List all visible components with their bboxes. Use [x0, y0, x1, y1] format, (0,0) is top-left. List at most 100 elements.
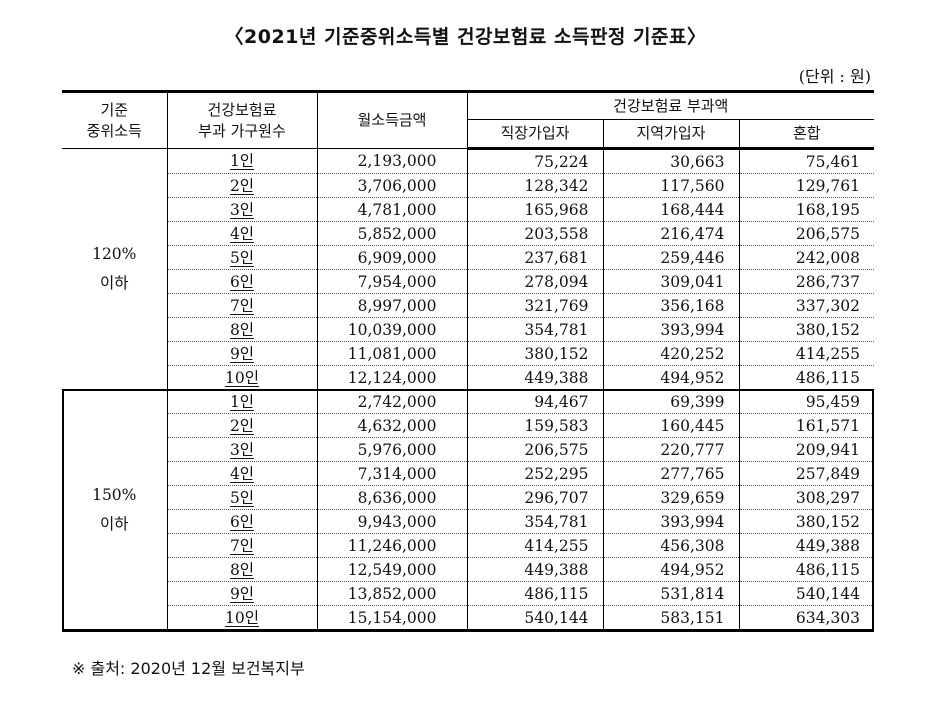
household-header-line1: 건강보험료	[207, 100, 277, 119]
table-row: 2인 3,706,000 128,342 117,560 129,761	[62, 173, 875, 198]
monthly-income-cell: 5,976,000	[317, 437, 468, 462]
household-count: 7인	[229, 536, 255, 555]
household-count: 5인	[229, 248, 255, 267]
mixed-cell: 257,849	[739, 461, 875, 486]
employee-cell: 354,781	[467, 509, 604, 534]
employee-cell: 165,968	[467, 197, 604, 222]
employee-cell: 237,681	[467, 245, 604, 270]
employee-cell: 75,224	[467, 148, 604, 174]
regional-cell: 259,446	[603, 245, 740, 270]
household-count: 10인	[225, 368, 259, 387]
monthly-income-cell: 8,636,000	[317, 485, 468, 510]
household-cell: 4인	[167, 221, 318, 246]
regional-cell: 356,168	[603, 293, 740, 318]
mixed-cell: 486,115	[739, 557, 875, 582]
household-cell: 3인	[167, 437, 318, 462]
employee-cell: 414,255	[467, 533, 604, 558]
table-row: 8인 10,039,000 354,781 393,994 380,152	[62, 317, 875, 342]
page-title: 〈2021년 기준중위소득별 건강보험료 소득판정 기준표〉	[224, 26, 707, 48]
regional-cell: 168,444	[603, 197, 740, 222]
employee-cell: 128,342	[467, 173, 604, 198]
household-count: 2인	[229, 416, 255, 435]
household-count: 2인	[229, 176, 255, 195]
household-cell: 9인	[167, 341, 318, 366]
monthly-income-cell: 4,781,000	[317, 197, 468, 222]
monthly-income-cell: 6,909,000	[317, 245, 468, 270]
mixed-cell: 380,152	[739, 509, 875, 534]
group-label: 120% 이하	[62, 148, 168, 390]
table-row: 8인 12,549,000 449,388 494,952 486,115	[62, 557, 875, 582]
monthly-income-cell: 4,632,000	[317, 413, 468, 438]
household-cell: 4인	[167, 461, 318, 486]
household-cell: 5인	[167, 485, 318, 510]
regional-cell: 277,765	[603, 461, 740, 486]
household-count: 9인	[229, 344, 255, 363]
table-row: 6인 7,954,000 278,094 309,041 286,737	[62, 269, 875, 294]
household-header: 건강보험료 부과 가구원수	[167, 90, 318, 149]
employee-cell: 449,388	[467, 365, 604, 390]
employee-header: 직장가입자	[467, 119, 604, 150]
household-count: 1인	[229, 392, 255, 411]
regional-cell: 220,777	[603, 437, 740, 462]
household-count: 6인	[229, 272, 255, 291]
mixed-cell: 75,461	[739, 148, 875, 174]
monthly-income-cell: 2,193,000	[317, 148, 468, 174]
group-label-line: 150%	[92, 485, 137, 504]
monthly-income-header: 월소득금액	[317, 90, 468, 149]
monthly-income-cell: 13,852,000	[317, 581, 468, 606]
employee-cell: 296,707	[467, 485, 604, 510]
employee-cell: 449,388	[467, 557, 604, 582]
monthly-income-cell: 10,039,000	[317, 317, 468, 342]
household-header-line2: 부과 가구원수	[198, 121, 286, 140]
criteria-table-container: 기준 중위소득 건강보험료 부과 가구원수 월소득금액 건강보험료 부과액 직장…	[62, 90, 875, 630]
table-row: 3인 4,781,000 165,968 168,444 168,195	[62, 197, 875, 222]
table-row: 5인 8,636,000 296,707 329,659 308,297	[62, 485, 875, 510]
regional-cell: 69,399	[603, 389, 740, 414]
household-count: 8인	[229, 560, 255, 579]
employee-cell: 380,152	[467, 341, 604, 366]
mixed-cell: 634,303	[739, 605, 875, 630]
household-count: 6인	[229, 512, 255, 531]
table-row: 9인 13,852,000 486,115 531,814 540,144	[62, 581, 875, 606]
household-count: 3인	[229, 200, 255, 219]
table-row: 120% 이하 1인 2,193,000 75,224 30,663 75,461	[62, 148, 875, 390]
table-row: 10인 15,154,000 540,144 583,151 634,303	[62, 605, 875, 630]
household-count: 4인	[229, 224, 255, 243]
household-cell: 3인	[167, 197, 318, 222]
household-count: 9인	[229, 584, 255, 603]
monthly-income-cell: 15,154,000	[317, 605, 468, 630]
household-cell: 6인	[167, 509, 318, 534]
monthly-income-cell: 5,852,000	[317, 221, 468, 246]
source-note: ※ 출처: 2020년 12월 보건복지부	[72, 659, 305, 678]
table-row: 150% 이하 1인 2,742,000 94,467 69,399 95,459	[62, 389, 875, 630]
monthly-income-cell: 3,706,000	[317, 173, 468, 198]
employee-cell: 203,558	[467, 221, 604, 246]
group-label: 150% 이하	[62, 389, 168, 630]
regional-cell: 329,659	[603, 485, 740, 510]
regional-header: 지역가입자	[603, 119, 740, 150]
mixed-cell: 206,575	[739, 221, 875, 246]
mixed-cell: 337,302	[739, 293, 875, 318]
household-cell: 1인	[167, 148, 318, 174]
monthly-income-cell: 11,081,000	[317, 341, 468, 366]
household-count: 1인	[229, 152, 255, 170]
mixed-cell: 129,761	[739, 173, 875, 198]
monthly-income-cell: 7,314,000	[317, 461, 468, 486]
household-count: 3인	[229, 440, 255, 459]
household-count: 8인	[229, 320, 255, 339]
table-row: 2인 4,632,000 159,583 160,445 161,571	[62, 413, 875, 438]
regional-cell: 30,663	[603, 148, 740, 174]
group-label-line: 120%	[92, 245, 137, 263]
employee-cell: 354,781	[467, 317, 604, 342]
household-cell: 2인	[167, 413, 318, 438]
regional-cell: 393,994	[603, 509, 740, 534]
criteria-table-body: 120% 이하 1인 2,193,000 75,224 30,663 75,461 2인 3,7…	[62, 148, 875, 630]
employee-cell: 159,583	[467, 413, 604, 438]
employee-cell: 486,115	[467, 581, 604, 606]
group-label-line: 이하	[99, 274, 129, 292]
employee-cell: 278,094	[467, 269, 604, 294]
household-cell: 1인	[167, 389, 318, 414]
premium-group-header: 건강보험료 부과액	[467, 90, 875, 120]
mixed-cell: 540,144	[739, 581, 875, 606]
monthly-income-cell: 2,742,000	[317, 389, 468, 414]
